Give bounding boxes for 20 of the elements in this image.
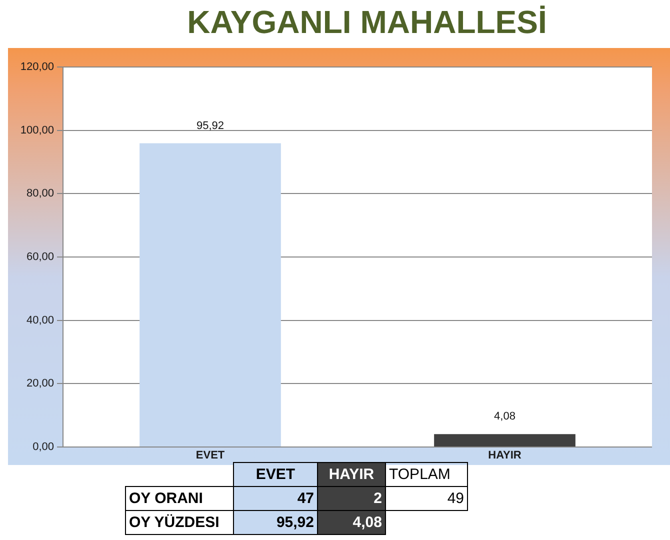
text: 2: [318, 486, 386, 510]
y-tick-label: 80,00: [26, 188, 54, 200]
text: TOPLAM: [386, 462, 468, 486]
data-label: 95,92: [234, 510, 318, 534]
text: 95,92: [196, 120, 224, 132]
text: 4,08: [494, 410, 516, 423]
text: OY YÜZDESI: [126, 510, 234, 534]
y-tick-label: 100,00: [20, 124, 54, 136]
text: OY ORANI: [126, 486, 234, 510]
y-tick-label: 0,00: [32, 441, 54, 454]
text: 49: [386, 486, 468, 510]
y-tick-label: 40,00: [26, 314, 54, 326]
category-label: HAYIR: [328, 466, 374, 483]
chart-title: KAYGANLI MAHALLESİ: [186, 4, 548, 41]
data-label: 4,08: [318, 510, 386, 534]
category-label: EVET: [256, 466, 296, 483]
y-tick-label: 20,00: [26, 378, 54, 390]
y-tick-label: 120,00: [20, 61, 54, 74]
text: 47: [234, 486, 318, 510]
y-tick-label: 60,00: [26, 251, 54, 264]
